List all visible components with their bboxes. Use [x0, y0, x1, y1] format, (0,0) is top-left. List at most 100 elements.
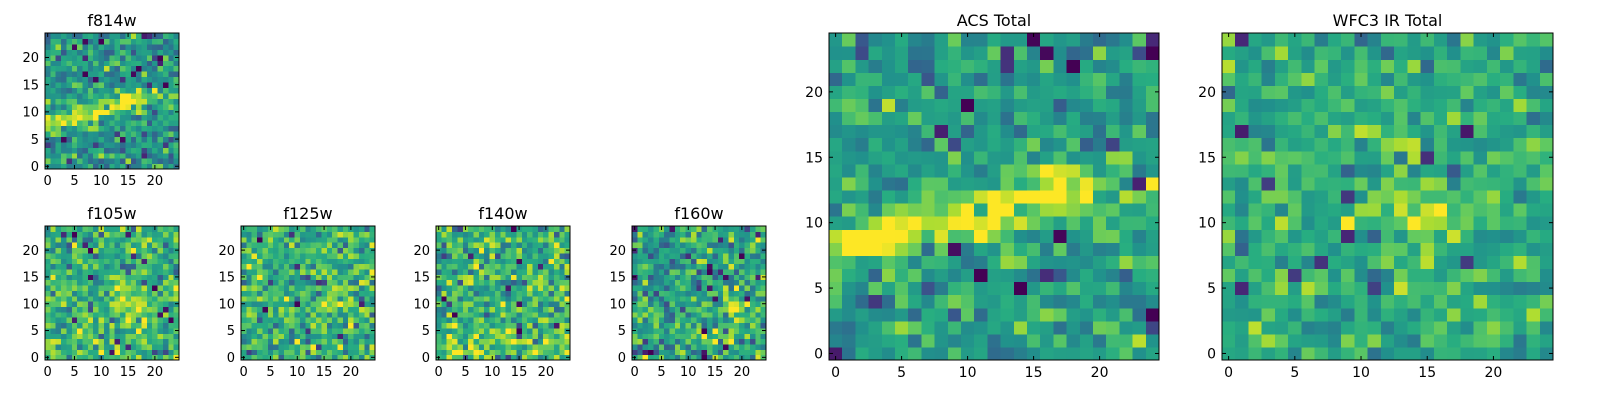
heatmap-cell	[855, 46, 870, 60]
heatmap-cell	[755, 322, 762, 329]
heatmap-cell	[82, 274, 89, 281]
heatmap-cell	[1274, 150, 1289, 165]
heatmap-cell	[755, 279, 762, 286]
heatmap-cell	[61, 349, 68, 356]
heatmap-cell	[648, 274, 655, 281]
heatmap-cell	[82, 163, 89, 170]
heatmap-cell	[45, 71, 51, 78]
heatmap-cell	[1500, 59, 1514, 73]
heatmap-cell	[685, 349, 692, 356]
heatmap-cell	[294, 295, 301, 302]
heatmap-cell	[462, 236, 469, 243]
heatmap-cell	[961, 163, 975, 178]
heatmap-cell	[136, 242, 143, 249]
heatmap-cell	[987, 59, 1002, 73]
heatmap-cell	[50, 81, 57, 88]
heatmap-cell	[881, 294, 896, 309]
heatmap-cell	[136, 92, 143, 99]
heatmap-cell	[141, 274, 148, 281]
heatmap-cell	[130, 152, 137, 159]
heatmap-cell	[87, 114, 94, 121]
heatmap-cell	[109, 311, 116, 318]
heatmap-cell	[87, 71, 94, 78]
heatmap-cell	[168, 147, 175, 154]
heatmap-cell	[152, 130, 159, 137]
heatmap-cell	[674, 295, 681, 302]
heatmap-cell	[283, 306, 290, 313]
heatmap-cell	[1420, 307, 1435, 322]
heatmap-cell	[441, 279, 448, 286]
heatmap-cell	[120, 65, 126, 72]
heatmap-cell	[316, 284, 322, 291]
heatmap-cell	[521, 258, 528, 265]
heatmap-cell	[1526, 229, 1541, 243]
heatmap-cell	[696, 333, 703, 340]
heatmap-cell	[653, 333, 660, 340]
heatmap-cell	[760, 252, 767, 259]
heatmap-cell	[1327, 268, 1342, 283]
heatmap-cell	[87, 54, 94, 61]
heatmap-cell	[1106, 124, 1120, 139]
panel-title: f140w	[478, 204, 527, 223]
heatmap-cell	[241, 263, 247, 270]
heatmap-cell	[246, 247, 253, 254]
heatmap-cell	[173, 60, 180, 67]
heatmap-cell	[1119, 268, 1134, 283]
heatmap-cell	[120, 327, 126, 334]
heatmap-cell	[168, 49, 175, 56]
heatmap-cell	[93, 65, 100, 72]
heatmap-cell	[543, 274, 550, 281]
heatmap-cell	[1106, 255, 1120, 270]
heatmap-cell	[61, 343, 68, 350]
heatmap-cell	[146, 306, 153, 313]
heatmap-cell	[278, 301, 285, 307]
y-tick-label: 20	[22, 244, 39, 259]
heatmap-cell	[98, 274, 105, 281]
heatmap-cell	[500, 242, 507, 249]
heatmap-cell	[744, 242, 751, 249]
heatmap-cell	[82, 120, 89, 127]
heatmap-cell	[1380, 346, 1395, 361]
heatmap-cell	[559, 226, 566, 232]
heatmap-cell	[908, 229, 922, 243]
heatmap-cell	[98, 109, 105, 116]
heatmap-cell	[921, 98, 936, 113]
heatmap-cell	[478, 301, 485, 307]
heatmap-cells	[1222, 33, 1554, 361]
heatmap-cell	[50, 136, 57, 143]
heatmap-cell	[66, 295, 73, 302]
heatmap-cell	[674, 236, 681, 243]
heatmap-cell	[66, 247, 73, 254]
heatmap-cell	[337, 236, 344, 243]
heatmap-cell	[353, 301, 360, 307]
heatmap-cell	[511, 354, 517, 361]
heatmap-cell	[505, 247, 512, 254]
heatmap-cell	[257, 226, 264, 232]
heatmap-cell	[283, 311, 290, 318]
heatmap-cell	[241, 295, 247, 302]
heatmap-cell	[637, 252, 644, 259]
heatmap-cell	[289, 311, 296, 318]
heatmap-cell	[1000, 33, 1015, 47]
heatmap-cell	[1367, 320, 1382, 335]
heatmap-cell	[1539, 85, 1554, 99]
heatmap-cell	[1513, 33, 1528, 47]
heatmap-cell	[141, 317, 148, 324]
heatmap-cell	[723, 311, 730, 318]
x-tick-label: 10	[93, 365, 110, 380]
heatmap-cell	[66, 109, 73, 116]
heatmap-cell	[1327, 281, 1342, 296]
heatmap-cell	[98, 236, 105, 243]
heatmap-cell	[1222, 176, 1236, 191]
heatmap-cell	[273, 349, 280, 356]
heatmap-cell	[77, 54, 84, 61]
heatmap-cell	[559, 242, 566, 249]
heatmap-cell	[342, 322, 349, 329]
heatmap-cell	[71, 114, 78, 121]
heatmap-cell	[273, 258, 280, 265]
heatmap-cell	[1053, 72, 1068, 86]
heatmap-cell	[120, 103, 126, 110]
heatmap-cell	[755, 349, 762, 356]
heatmap-cell	[326, 231, 333, 238]
heatmap-cell	[299, 290, 306, 297]
